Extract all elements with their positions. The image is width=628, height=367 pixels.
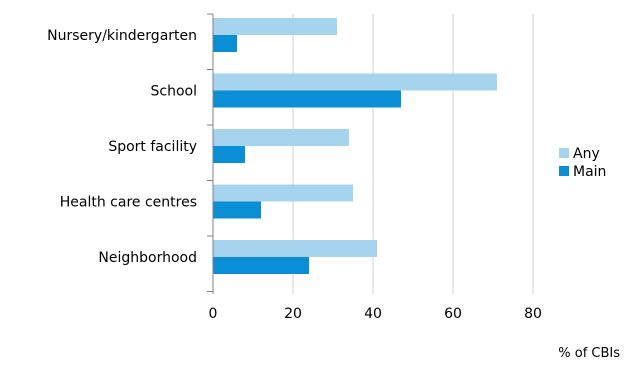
x-axis-title: % of CBIs — [558, 346, 620, 361]
bar-any-3 — [213, 185, 353, 202]
bar-any-4 — [213, 240, 377, 257]
x-tick-label-0: 0 — [209, 306, 218, 322]
category-label-2: Sport facility — [108, 139, 197, 155]
legend-swatch-any — [559, 148, 569, 158]
x-tick-labels: 0 20 40 60 80 — [209, 306, 542, 322]
category-labels: Nursery/kindergarten School Sport facility… — [47, 28, 197, 266]
bar-main-1 — [213, 91, 401, 108]
axes — [207, 14, 213, 294]
bar-any-0 — [213, 18, 337, 35]
x-tick-label-60: 60 — [444, 306, 462, 322]
legend-swatch-main — [559, 166, 569, 176]
bar-any-1 — [213, 74, 497, 91]
legend-label-any: Any — [573, 146, 600, 162]
category-label-3: Health care centres — [60, 195, 197, 211]
x-tick-label-20: 20 — [284, 306, 302, 322]
x-tick-label-40: 40 — [364, 306, 382, 322]
bar-main-3 — [213, 202, 261, 219]
x-tick-label-80: 80 — [524, 306, 542, 322]
category-label-0: Nursery/kindergarten — [47, 28, 197, 44]
bars — [213, 18, 497, 274]
bar-main-2 — [213, 146, 245, 163]
bar-main-4 — [213, 257, 309, 274]
legend-label-main: Main — [573, 164, 606, 180]
bar-any-2 — [213, 129, 349, 146]
bar-main-0 — [213, 35, 237, 52]
category-label-1: School — [151, 84, 197, 100]
category-label-4: Neighborhood — [98, 250, 197, 266]
legend: Any Main — [559, 146, 606, 180]
